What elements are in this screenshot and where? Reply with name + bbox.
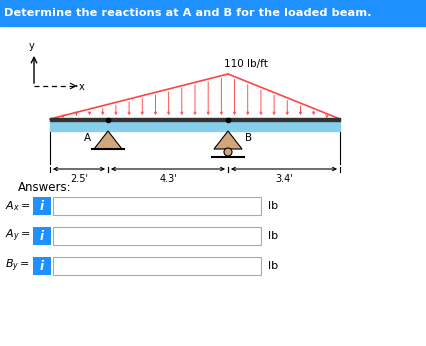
Text: $A_x =$: $A_x =$ xyxy=(5,199,30,213)
Text: i: i xyxy=(40,229,44,243)
Bar xyxy=(50,118,339,121)
Text: 110 lb/ft: 110 lb/ft xyxy=(224,59,267,69)
Bar xyxy=(33,227,51,245)
Text: i: i xyxy=(40,260,44,273)
Text: Determine the reactions at A and B for the loaded beam.: Determine the reactions at A and B for t… xyxy=(4,8,371,18)
Bar xyxy=(0,0,426,26)
Text: lb: lb xyxy=(268,201,277,211)
Polygon shape xyxy=(94,131,122,149)
Text: lb: lb xyxy=(268,231,277,241)
Text: B: B xyxy=(245,133,251,143)
Bar xyxy=(53,227,260,245)
Bar xyxy=(33,257,51,275)
Text: x: x xyxy=(79,82,84,92)
Bar xyxy=(53,257,260,275)
Text: i: i xyxy=(40,200,44,212)
Bar xyxy=(50,119,339,131)
Text: Answers:: Answers: xyxy=(18,181,72,194)
Text: 4.3': 4.3' xyxy=(159,174,176,184)
Text: $A_y =$: $A_y =$ xyxy=(5,228,30,244)
Text: A: A xyxy=(83,133,91,143)
Bar xyxy=(53,197,260,215)
Text: lb: lb xyxy=(268,261,277,271)
Text: 2.5': 2.5' xyxy=(70,174,88,184)
Bar xyxy=(33,197,51,215)
Text: y: y xyxy=(29,41,35,51)
Circle shape xyxy=(224,148,231,156)
Text: $B_y =$: $B_y =$ xyxy=(5,258,30,274)
Text: 3.4': 3.4' xyxy=(274,174,292,184)
Polygon shape xyxy=(213,131,242,149)
